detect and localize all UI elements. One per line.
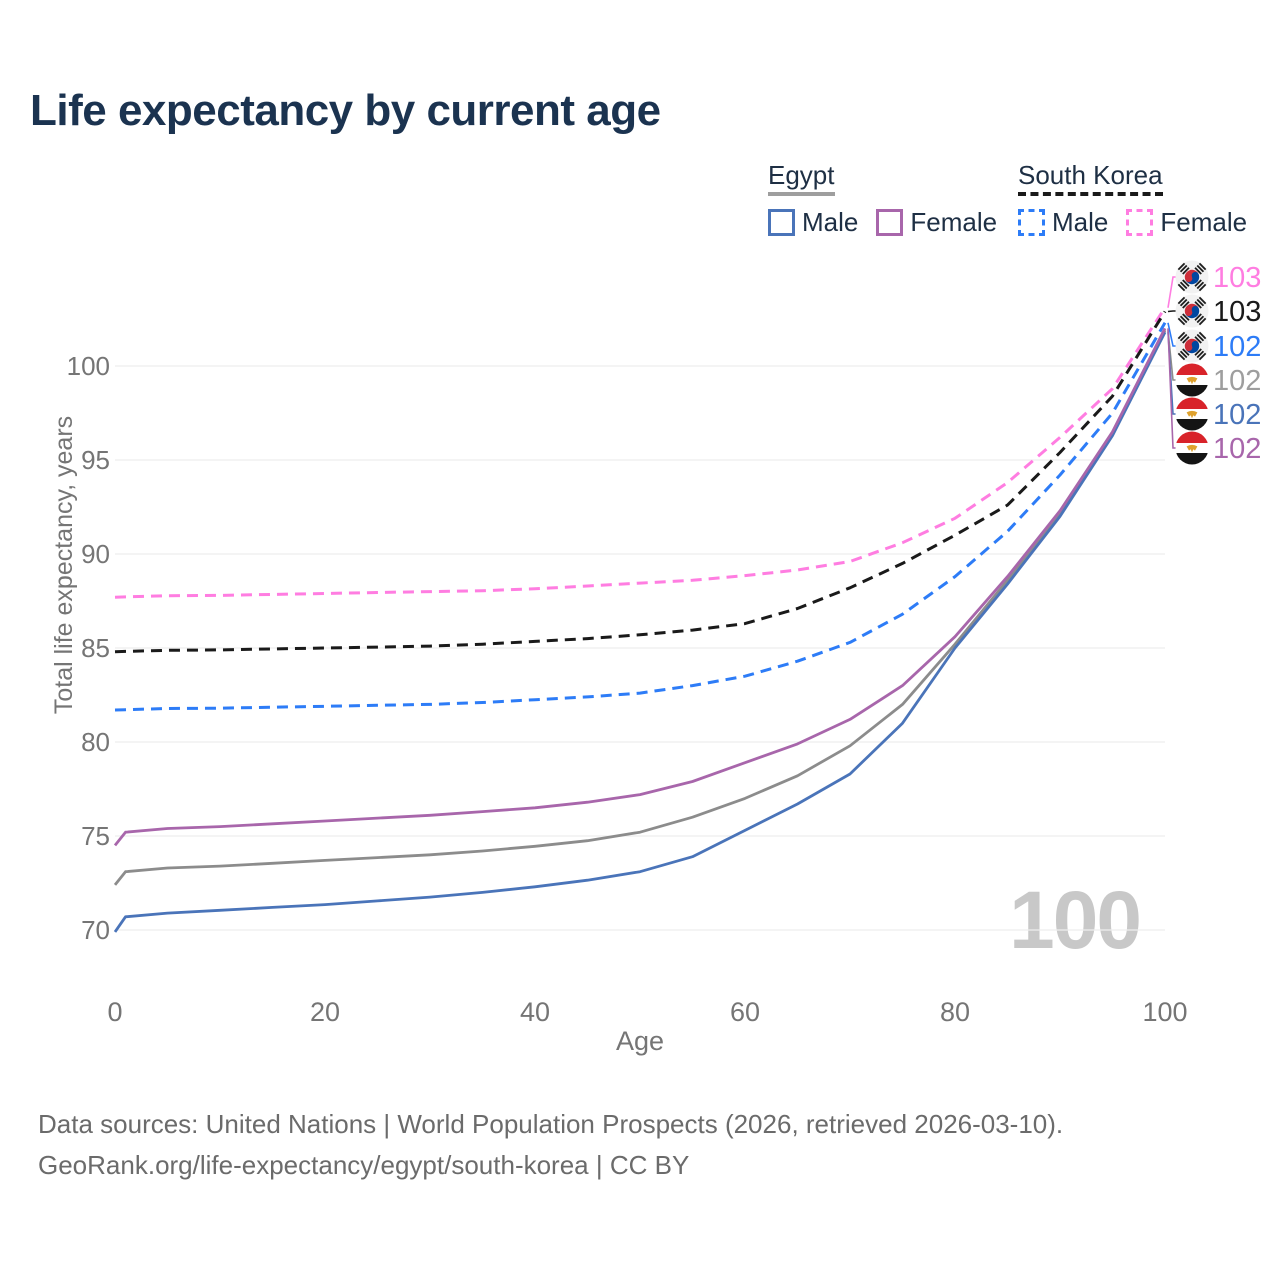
end-label-egypt-total: 102 (1213, 365, 1261, 397)
series-line-egypt-total (113, 329, 1167, 886)
x-tick-label: 40 (520, 997, 550, 1027)
data-sources-line: Data sources: United Nations | World Pop… (38, 1109, 1064, 1139)
solid-swatch-icon (876, 209, 904, 236)
x-axis-title: Age (616, 1026, 664, 1056)
age-watermark: 100 (1009, 875, 1140, 966)
south-korea-flag-icon (1175, 329, 1209, 363)
y-tick-label: 85 (81, 633, 110, 663)
y-tick-label: 80 (81, 727, 110, 757)
egypt-flag-icon (1175, 363, 1209, 397)
legend-item-label: Male (1052, 207, 1109, 237)
egypt-flag-icon (1175, 397, 1209, 431)
end-label-south-korea-female: 103 (1213, 262, 1261, 294)
legend-group-egypt: Egypt Male Female (768, 160, 997, 238)
south-korea-flag-icon (1175, 260, 1209, 294)
page-title: Life expectancy by current age (30, 86, 661, 135)
legend-item-label: Female (910, 207, 998, 237)
y-tick-label: 90 (81, 539, 110, 569)
legend: Egypt Male Female South Korea Male Female (0, 160, 1280, 245)
series-line-south-korea-female (114, 306, 1167, 599)
legend-item-egypt-male[interactable]: Male (768, 207, 858, 238)
legend-item-south-korea-female[interactable]: Female (1126, 207, 1247, 238)
footer-attribution: Data sources: United Nations | World Pop… (38, 1104, 1063, 1186)
y-tick-label: 75 (81, 821, 110, 851)
end-label-egypt-female: 102 (1213, 433, 1261, 465)
x-tick-label: 0 (107, 997, 122, 1027)
x-tick-label: 60 (730, 997, 760, 1027)
legend-country-egypt: Egypt (768, 160, 835, 196)
end-label-south-korea-total: 103 (1213, 296, 1261, 328)
dashed-swatch-icon (1018, 209, 1045, 236)
end-label-south-korea-male: 102 (1213, 331, 1261, 363)
series-line-south-korea-total (114, 310, 1167, 654)
y-tick-label: 100 (67, 351, 110, 381)
legend-item-label: Female (1160, 207, 1248, 237)
egypt-flag-icon (1175, 431, 1209, 465)
series-line-egypt-male (113, 331, 1167, 933)
legend-item-egypt-female[interactable]: Female (876, 207, 997, 238)
dashed-swatch-icon (1126, 209, 1154, 236)
y-tick-label: 95 (81, 445, 110, 475)
legend-group-south-korea: South Korea Male Female (1018, 160, 1247, 238)
legend-item-south-korea-male[interactable]: Male (1018, 207, 1108, 238)
legend-country-south-korea: South Korea (1018, 160, 1163, 196)
south-korea-flag-icon (1175, 294, 1209, 328)
x-tick-label: 20 (310, 997, 340, 1027)
x-tick-label: 80 (940, 997, 970, 1027)
legend-item-label: Male (802, 207, 859, 237)
solid-swatch-icon (768, 209, 795, 236)
y-axis-title: Total life expectancy, years (50, 416, 78, 714)
series-line-egypt-female (113, 327, 1167, 847)
source-url-line: GeoRank.org/life-expectancy/egypt/south-… (38, 1150, 690, 1180)
x-tick-label: 100 (1142, 997, 1187, 1027)
end-label-egypt-male: 102 (1213, 399, 1261, 431)
label-connector-south-korea-female (1167, 276, 1177, 308)
y-tick-label: 70 (81, 915, 110, 945)
series-line-south-korea-male (114, 322, 1167, 712)
